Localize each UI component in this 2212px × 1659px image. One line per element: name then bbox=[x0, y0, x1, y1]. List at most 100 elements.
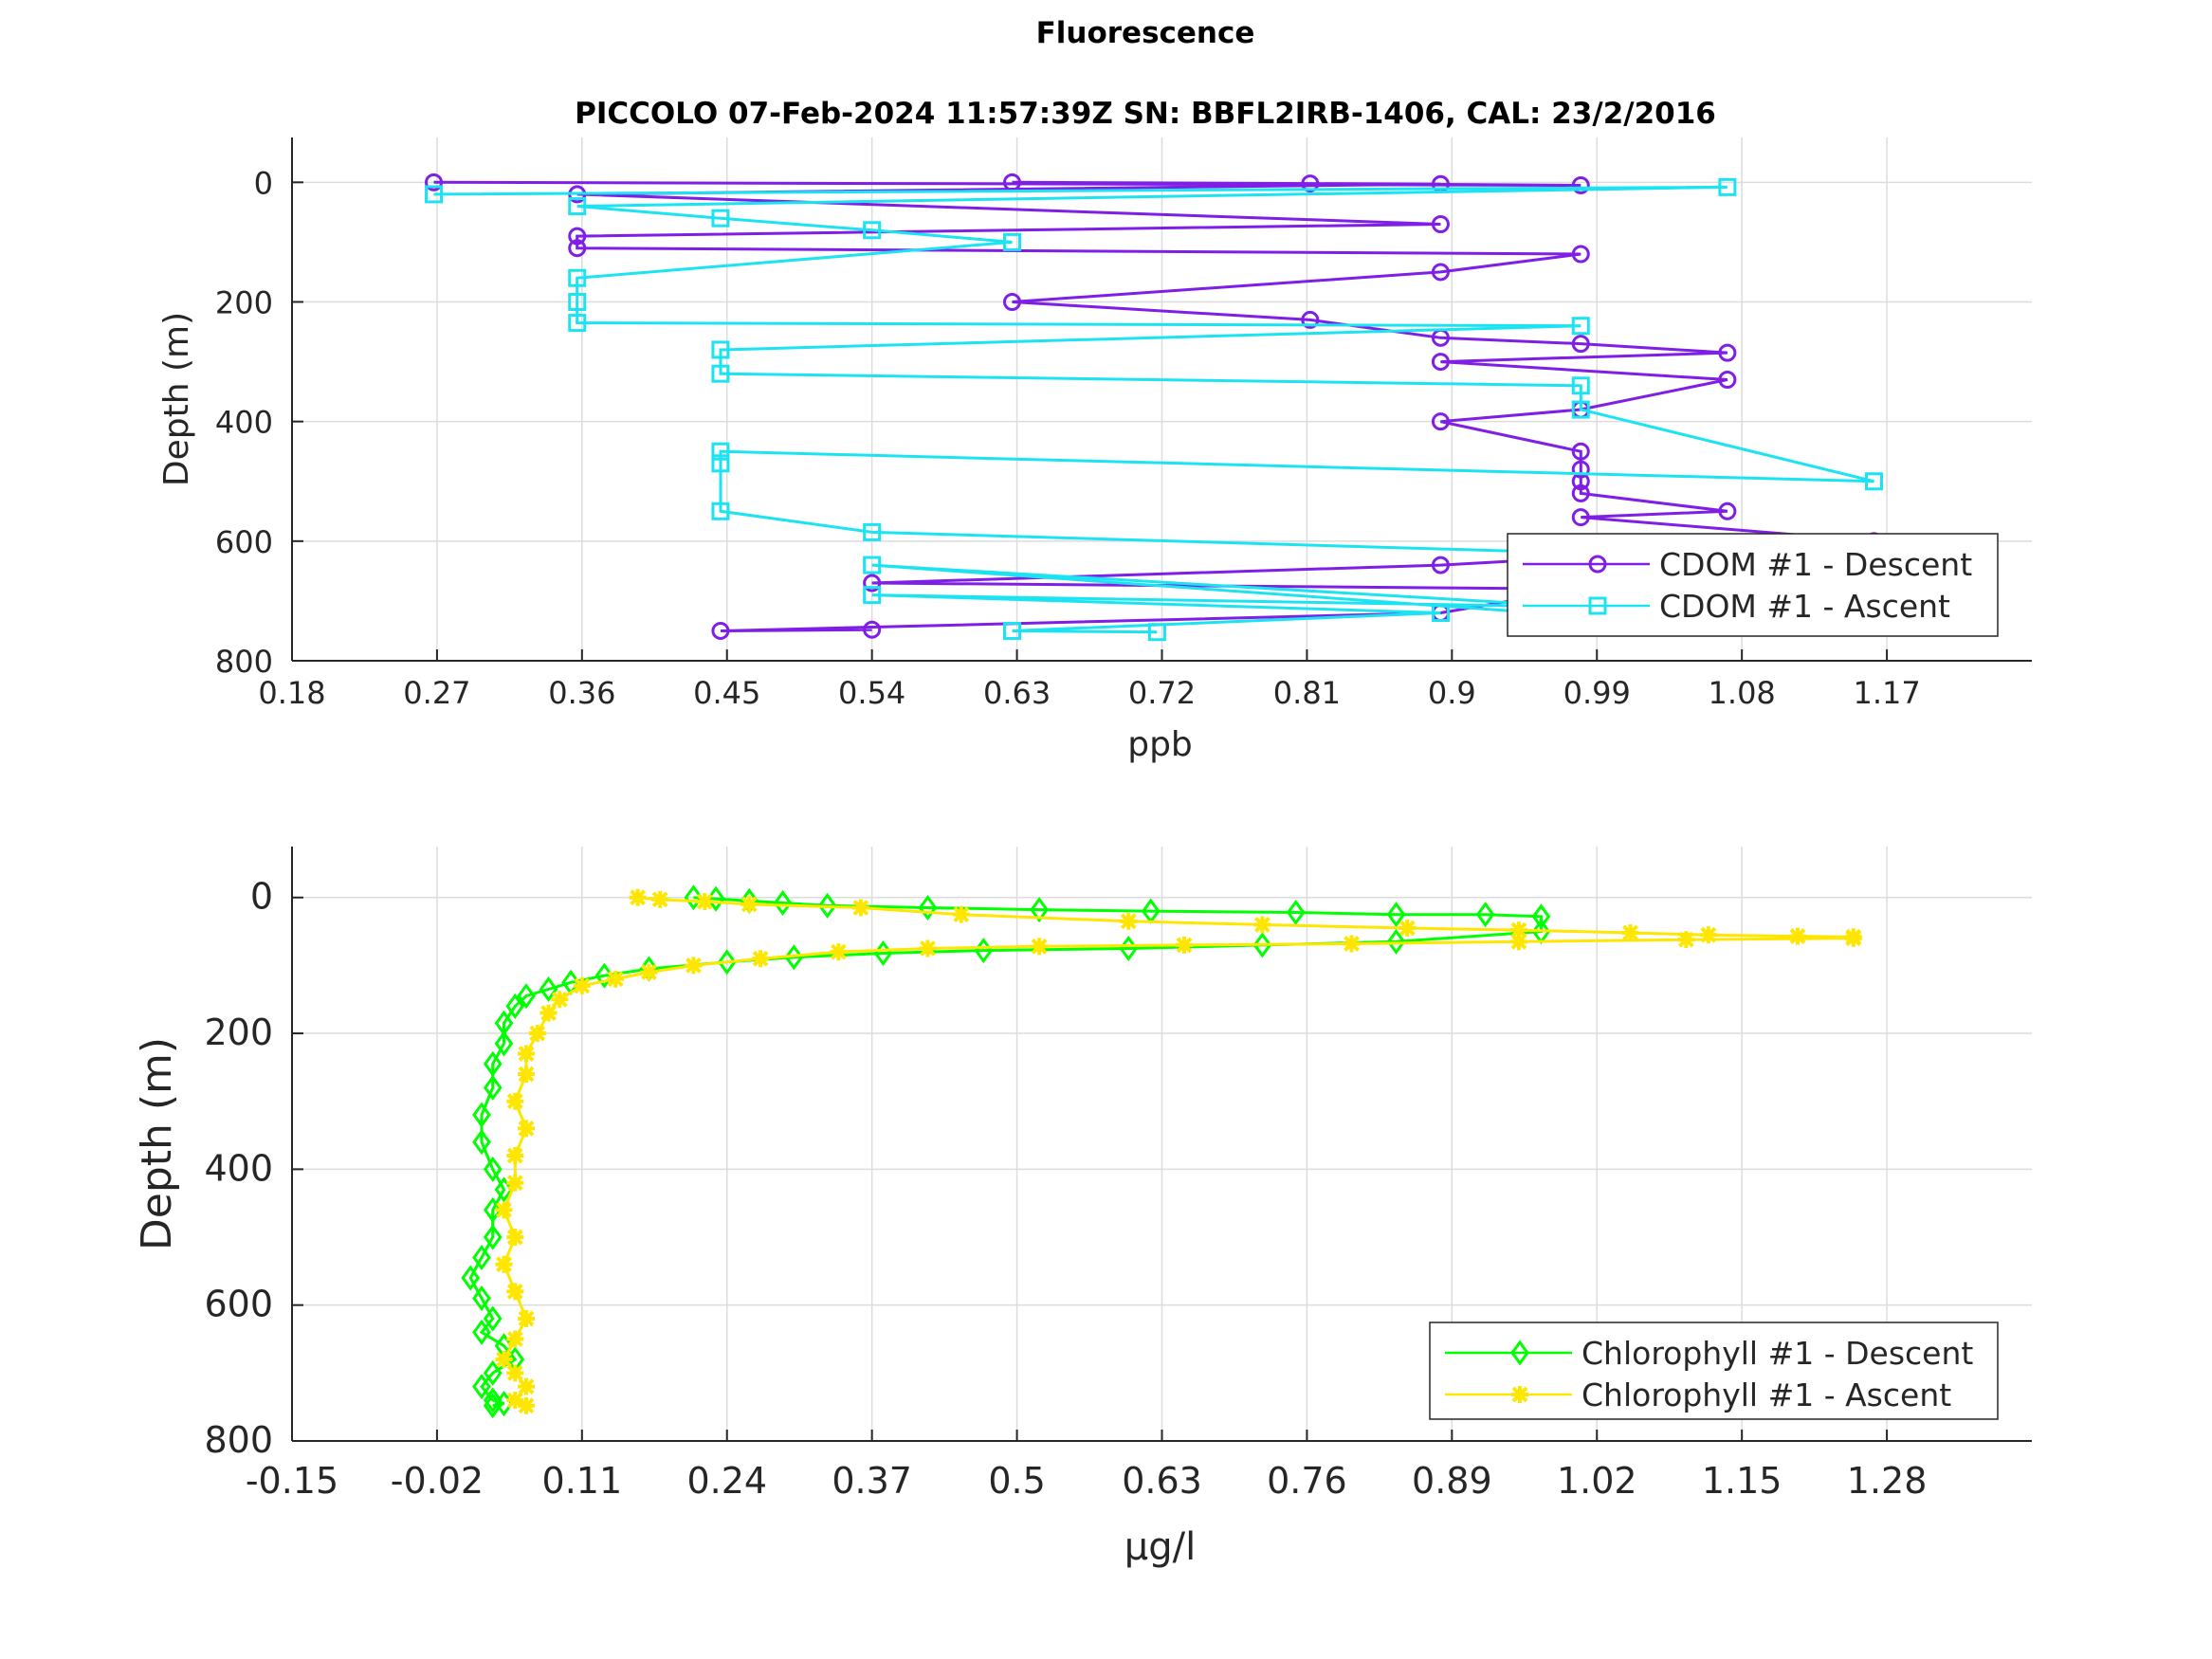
legend-entry: Chlorophyll #1 - Ascent bbox=[1581, 1376, 1951, 1413]
data-point bbox=[483, 1050, 503, 1077]
data-point bbox=[568, 292, 587, 311]
data-point bbox=[1386, 902, 1406, 928]
data-point bbox=[518, 1045, 536, 1063]
x-tick-label: 0.9 bbox=[1428, 675, 1476, 711]
x-tick-label: 0.45 bbox=[693, 675, 760, 711]
data-point bbox=[506, 1392, 524, 1410]
x-tick-label: 1.08 bbox=[1709, 675, 1776, 711]
x-tick-label: 0.76 bbox=[1267, 1460, 1347, 1502]
data-point bbox=[1699, 926, 1717, 944]
data-point bbox=[773, 889, 793, 917]
data-point bbox=[1431, 604, 1450, 623]
data-point bbox=[1718, 370, 1737, 389]
y-tick-label: 200 bbox=[215, 284, 273, 320]
data-point bbox=[952, 905, 970, 923]
y-axis-label: Depth (m) bbox=[157, 312, 196, 486]
data-point bbox=[1398, 919, 1417, 937]
x-tick-label: 0.36 bbox=[548, 675, 615, 711]
data-point bbox=[607, 970, 625, 988]
data-point bbox=[1031, 938, 1049, 956]
legend-box bbox=[1429, 1322, 1999, 1420]
y-tick-label: 600 bbox=[215, 524, 273, 560]
legend: CDOM #1 - Descent CDOM #1 - Ascent bbox=[1507, 533, 1999, 637]
data-point bbox=[1002, 621, 1021, 640]
series-line bbox=[433, 185, 1874, 634]
data-point bbox=[461, 1265, 481, 1291]
x-tick-label: 0.89 bbox=[1412, 1460, 1492, 1502]
data-point bbox=[472, 1102, 491, 1128]
data-point bbox=[528, 1025, 546, 1043]
data-point bbox=[717, 949, 737, 975]
data-point bbox=[711, 501, 730, 520]
data-point bbox=[711, 209, 730, 228]
y-tick-label: 800 bbox=[215, 644, 273, 680]
data-point bbox=[568, 227, 587, 246]
data-point bbox=[752, 950, 770, 968]
legend-entry: CDOM #1 - Descent bbox=[1659, 546, 1972, 583]
legend-entry: CDOM #1 - Ascent bbox=[1659, 588, 1950, 625]
x-tick-label: 1.17 bbox=[1853, 675, 1920, 711]
data-point bbox=[863, 586, 882, 605]
data-point bbox=[1431, 214, 1450, 233]
x-tick-label: 0.11 bbox=[542, 1460, 623, 1502]
data-point bbox=[863, 522, 882, 541]
legend-marker bbox=[1588, 555, 1607, 574]
data-point bbox=[483, 1359, 503, 1386]
data-point bbox=[711, 454, 730, 473]
data-point bbox=[1431, 263, 1450, 282]
data-point bbox=[472, 1319, 491, 1345]
data-point bbox=[1301, 174, 1320, 193]
data-point bbox=[1386, 928, 1406, 955]
data-point bbox=[1864, 472, 1883, 491]
x-tick-label: 0.54 bbox=[838, 675, 905, 711]
legend-marker bbox=[1511, 1386, 1528, 1403]
data-point bbox=[506, 1174, 524, 1192]
series-line bbox=[468, 896, 1543, 1408]
data-point bbox=[518, 1310, 536, 1328]
chlorophyll-axes: -0.15 -0.02 0.11 0.24 0.37 0.5 0.63 0.76 0.89 1.0… bbox=[133, 847, 2032, 1569]
data-point bbox=[651, 890, 669, 908]
y-tick-label: 0 bbox=[250, 876, 273, 918]
x-tick-label: -0.15 bbox=[246, 1460, 338, 1502]
data-point bbox=[863, 574, 882, 592]
data-point bbox=[483, 1393, 503, 1419]
data-point bbox=[495, 1351, 513, 1369]
data-point bbox=[1002, 292, 1021, 311]
x-tick-label: 0.63 bbox=[1122, 1460, 1202, 1502]
data-point bbox=[518, 1120, 536, 1138]
data-point bbox=[1844, 929, 1862, 947]
x-tick-label: 0.5 bbox=[988, 1460, 1045, 1502]
y-tick-label: 400 bbox=[204, 1147, 273, 1189]
data-point bbox=[539, 975, 558, 1003]
data-point bbox=[1343, 935, 1361, 953]
x-tick-label: 0.24 bbox=[686, 1460, 767, 1502]
y-axis-label: Depth (m) bbox=[133, 1037, 181, 1250]
data-point bbox=[425, 173, 444, 191]
data-point bbox=[506, 1364, 524, 1382]
data-point bbox=[1571, 400, 1590, 419]
axes-title: PICCOLO 07-Feb-2024 11:57:39Z SN: BBFL2I… bbox=[575, 97, 1716, 131]
data-point bbox=[506, 1147, 524, 1165]
y-tick-label: 200 bbox=[204, 1012, 273, 1053]
x-tick-label: 0.27 bbox=[403, 675, 470, 711]
data-point bbox=[1120, 912, 1138, 930]
data-point bbox=[851, 899, 869, 917]
data-point bbox=[1002, 232, 1021, 251]
x-tick-label: 0.72 bbox=[1128, 675, 1196, 711]
legend-marker bbox=[1510, 1340, 1529, 1366]
data-point bbox=[1030, 897, 1049, 923]
data-point bbox=[483, 1224, 503, 1250]
data-point bbox=[1253, 916, 1271, 934]
x-tick-label: 0.37 bbox=[832, 1460, 912, 1502]
data-point bbox=[472, 1129, 491, 1156]
data-point bbox=[539, 1004, 558, 1022]
x-tick-label: 1.15 bbox=[1702, 1460, 1782, 1502]
data-point bbox=[1252, 932, 1272, 958]
data-point bbox=[1509, 933, 1527, 951]
data-point bbox=[506, 1283, 524, 1301]
figure-title: Fluorescence bbox=[1036, 16, 1255, 50]
data-point bbox=[518, 1377, 536, 1395]
data-point bbox=[740, 895, 759, 913]
data-point bbox=[640, 963, 658, 981]
